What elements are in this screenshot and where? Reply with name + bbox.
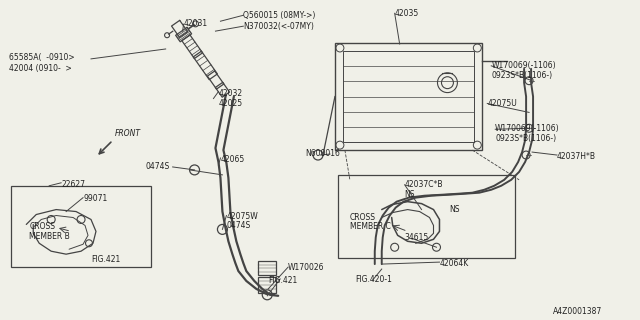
Text: NS: NS bbox=[404, 190, 415, 199]
Text: 0474S: 0474S bbox=[227, 221, 251, 230]
Text: W170069(-1106): W170069(-1106) bbox=[495, 124, 560, 133]
Bar bbox=[343, 51, 474, 142]
Text: MEMBER C: MEMBER C bbox=[350, 222, 391, 231]
Text: 42035: 42035 bbox=[395, 9, 419, 18]
Text: 65585A(  -0910>: 65585A( -0910> bbox=[10, 53, 75, 62]
Text: 42004 (0910-  >: 42004 (0910- > bbox=[10, 64, 72, 73]
Bar bbox=[338, 175, 515, 258]
Text: 0474S: 0474S bbox=[146, 162, 170, 171]
Bar bbox=[335, 43, 483, 150]
Text: FIG.420-1: FIG.420-1 bbox=[355, 275, 392, 284]
Text: 22627: 22627 bbox=[61, 180, 85, 189]
Text: FIG.421: FIG.421 bbox=[91, 255, 120, 264]
Bar bbox=[259, 277, 276, 293]
Text: W170026: W170026 bbox=[288, 263, 324, 272]
Text: 34615: 34615 bbox=[404, 233, 429, 242]
Text: W170069(-1106): W170069(-1106) bbox=[492, 61, 556, 70]
Text: 0923S*B(1106-): 0923S*B(1106-) bbox=[492, 71, 552, 80]
Text: FIG.421: FIG.421 bbox=[268, 276, 298, 285]
Text: 42075U: 42075U bbox=[487, 99, 517, 108]
Text: 42037H*B: 42037H*B bbox=[557, 152, 596, 161]
Text: 42037C*B: 42037C*B bbox=[404, 180, 443, 189]
Text: Q560015 (08MY->): Q560015 (08MY->) bbox=[243, 11, 316, 20]
Text: 42032: 42032 bbox=[218, 89, 243, 98]
Text: N370032(<-07MY): N370032(<-07MY) bbox=[243, 22, 314, 31]
Text: CROSS: CROSS bbox=[29, 222, 55, 231]
Text: 42075W: 42075W bbox=[227, 212, 258, 220]
Text: N600016: N600016 bbox=[305, 149, 340, 158]
Text: 99071: 99071 bbox=[83, 194, 108, 203]
Bar bbox=[259, 261, 276, 275]
Text: 42025: 42025 bbox=[218, 99, 243, 108]
Text: 42031: 42031 bbox=[184, 19, 208, 28]
Text: MEMBER B: MEMBER B bbox=[29, 232, 70, 241]
Text: FRONT: FRONT bbox=[115, 129, 141, 138]
Text: A4Z0001387: A4Z0001387 bbox=[553, 307, 602, 316]
Text: 42065: 42065 bbox=[220, 155, 244, 164]
Text: 42064K: 42064K bbox=[440, 259, 468, 268]
Text: CROSS: CROSS bbox=[350, 212, 376, 221]
Text: 0923S*B(1106-): 0923S*B(1106-) bbox=[495, 134, 556, 143]
Text: NS: NS bbox=[449, 204, 460, 214]
Bar bbox=[12, 186, 151, 267]
